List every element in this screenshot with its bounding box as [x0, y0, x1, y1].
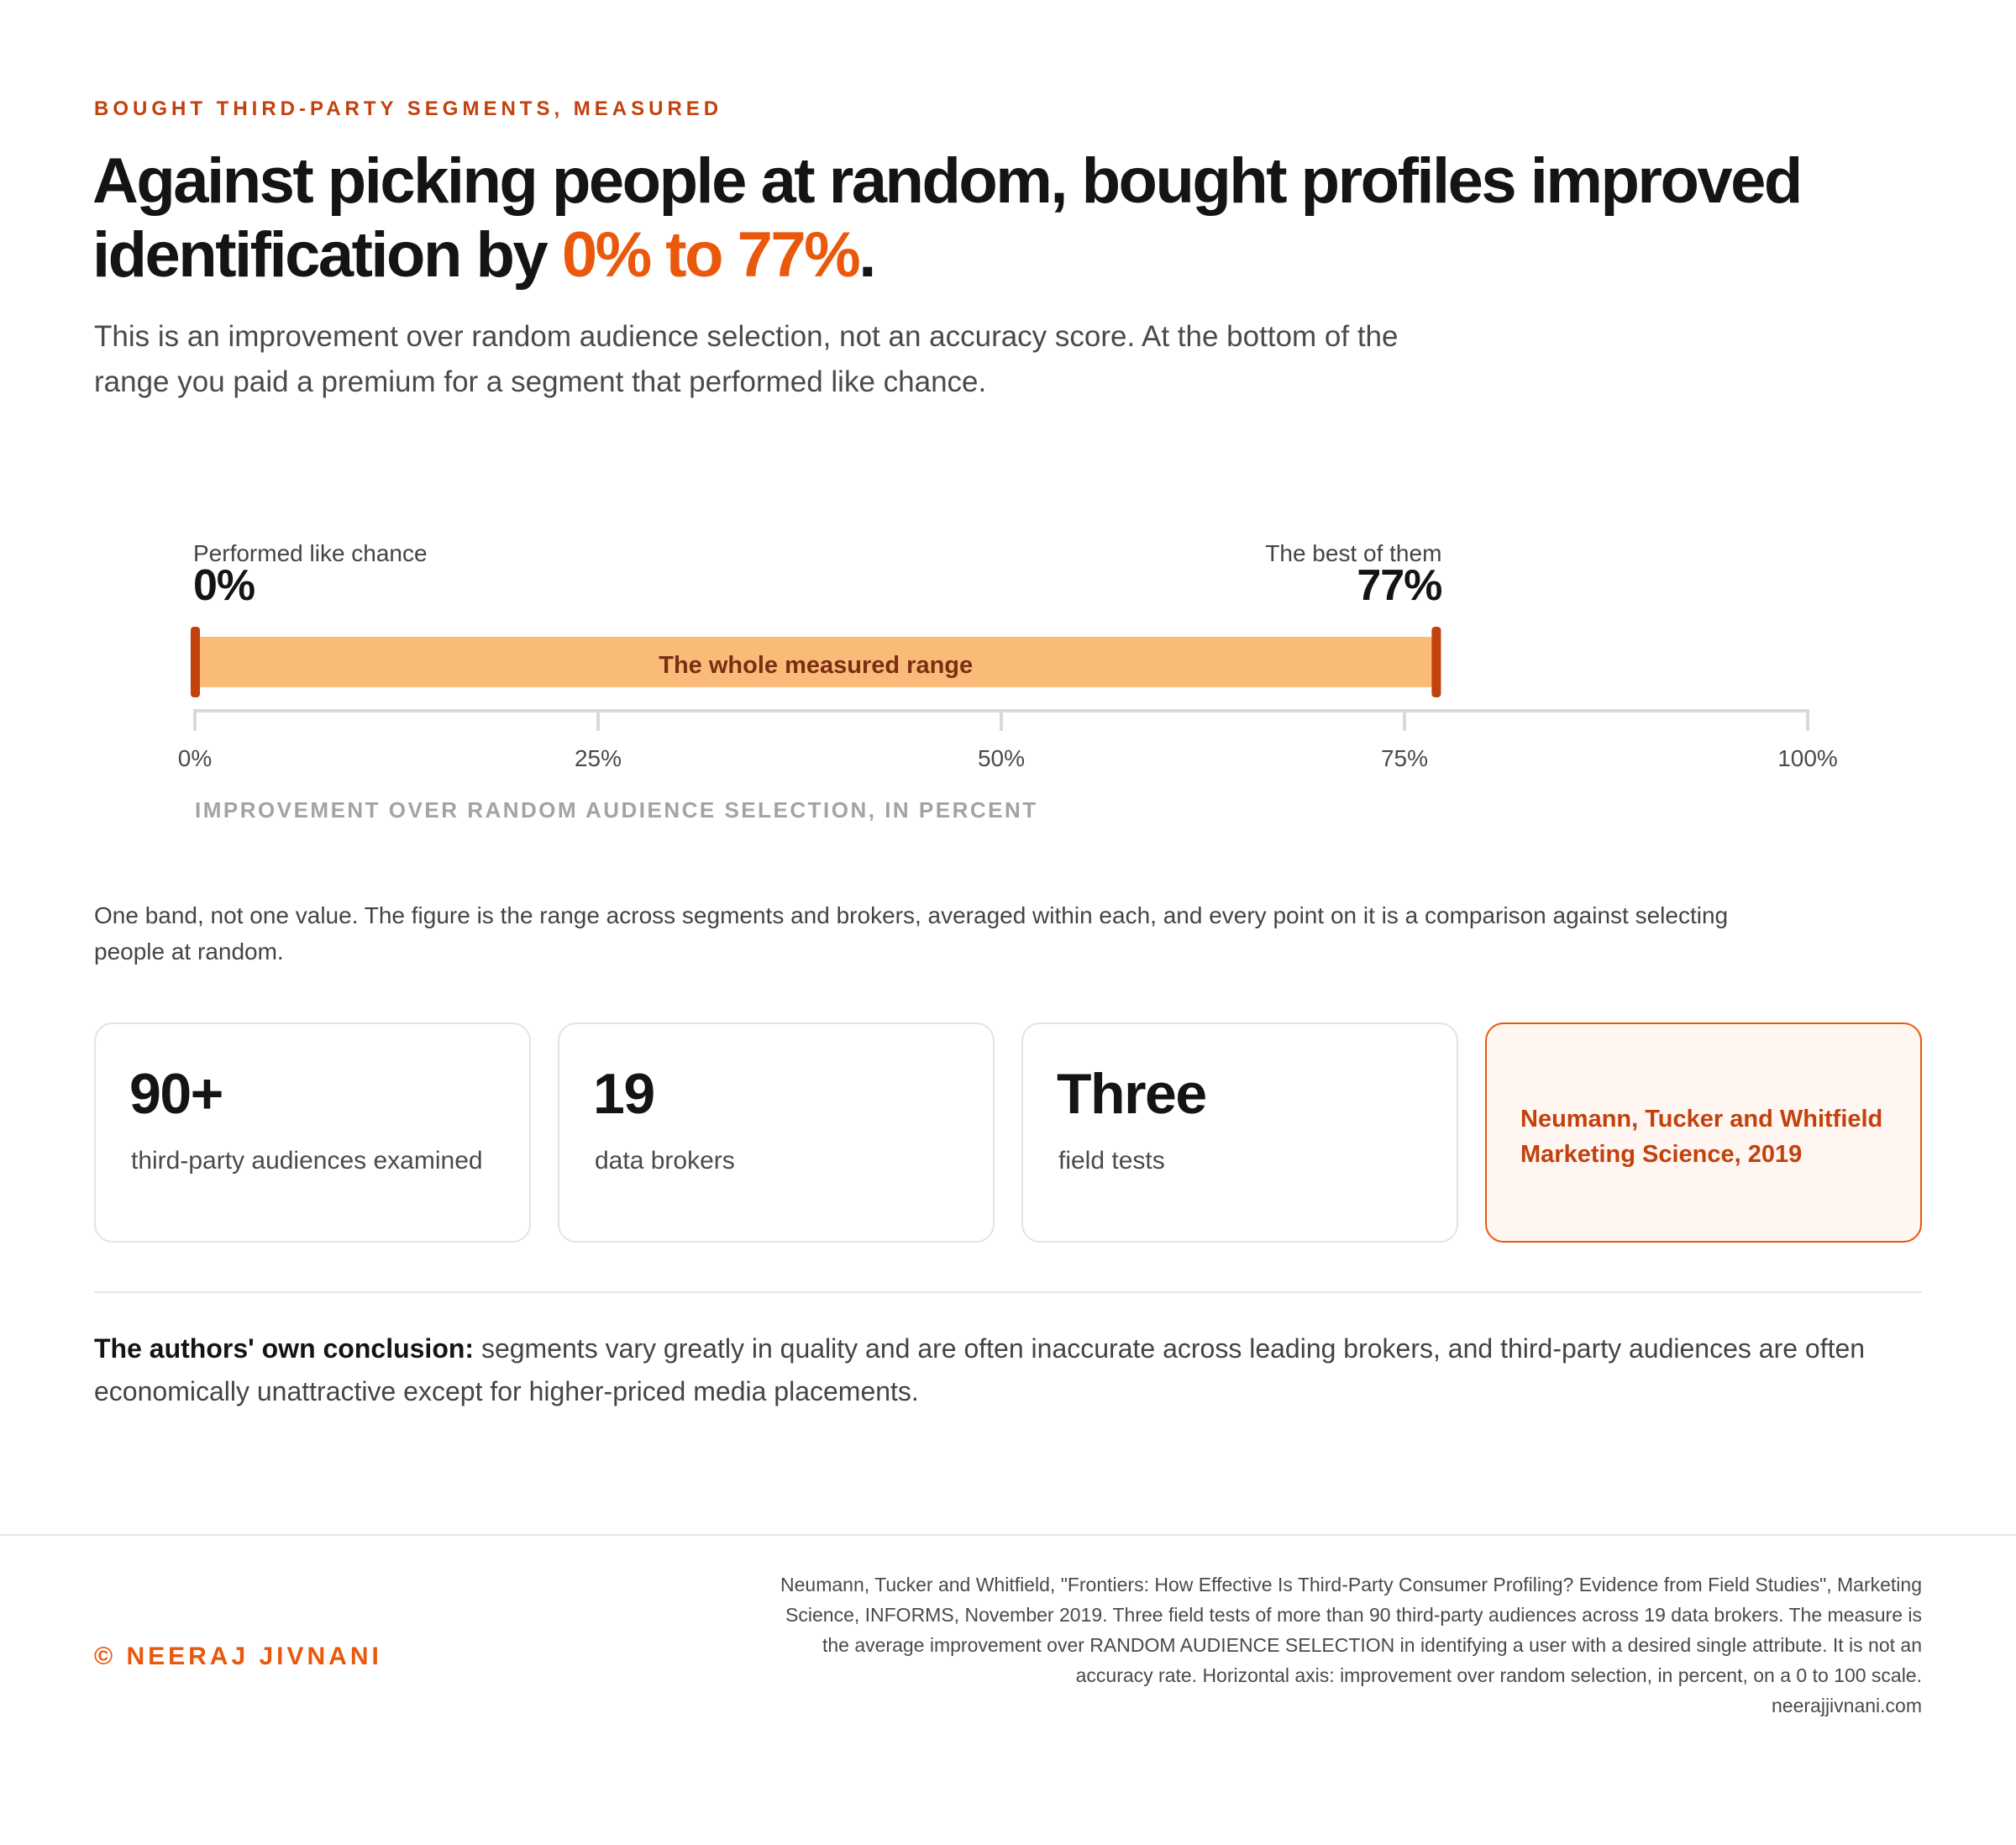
x-tick-label: 25% — [575, 745, 622, 771]
range-low-cap — [191, 627, 200, 697]
headline: Against picking people at random, bought… — [92, 145, 1940, 292]
range-high-value-label: 77% — [1357, 561, 1441, 610]
conclusion-text: segments vary greatly in quality and are… — [94, 1333, 1866, 1406]
range-high-caption: The best of them — [1265, 540, 1441, 566]
brand-mark: © NEERAJ JIVNANI — [94, 1643, 382, 1670]
range-band — [195, 637, 1437, 687]
stat-card-field-tests: Three field tests — [1021, 1022, 1458, 1243]
stat-label: third-party audiences examined — [131, 1147, 483, 1175]
x-axis-label: IMPROVEMENT OVER RANDOM AUDIENCE SELECTI… — [195, 797, 1038, 823]
footer-divider — [0, 1534, 2016, 1536]
citation-journal: Marketing Science, 2019 — [1520, 1141, 1803, 1168]
stat-card-brokers: 19 data brokers — [558, 1022, 995, 1243]
range-chart: The whole measured range Performed like c… — [178, 540, 1838, 823]
source-note: Neumann, Tucker and Whitfield, "Frontier… — [771, 1569, 1922, 1721]
headline-highlight: 0% to 77% — [561, 219, 861, 291]
range-low-value-label: 0% — [193, 561, 255, 610]
headline-text: Against picking people at random, bought… — [92, 145, 1803, 291]
headline-end: . — [858, 219, 876, 291]
range-band-label: The whole measured range — [659, 652, 973, 679]
stat-value: 90+ — [129, 1062, 223, 1126]
x-tick-label: 100% — [1777, 745, 1838, 771]
section-divider — [94, 1291, 1922, 1293]
source-text: Neumann, Tucker and Whitfield, "Frontier… — [780, 1574, 1922, 1686]
range-high-cap — [1431, 627, 1441, 697]
conclusion-lead: The authors' own conclusion: — [94, 1333, 475, 1364]
citation-text: Neumann, Tucker and Whitfield Marketing … — [1520, 1101, 1898, 1172]
x-tick-label: 75% — [1381, 745, 1428, 771]
stat-card-audiences: 90+ third-party audiences examined — [94, 1022, 531, 1243]
range-low-caption: Performed like chance — [193, 540, 428, 566]
x-tick-label: 0% — [178, 745, 212, 771]
eyebrow: BOUGHT THIRD-PARTY SEGMENTS, MEASURED — [94, 97, 723, 120]
chart-note: One band, not one value. The figure is t… — [94, 902, 1729, 965]
stat-label: field tests — [1058, 1147, 1165, 1175]
stat-value: 19 — [593, 1062, 655, 1126]
source-url: neerajjivnani.com — [1772, 1695, 1922, 1716]
citation-card: Neumann, Tucker and Whitfield Marketing … — [1485, 1022, 1922, 1243]
stat-label: data brokers — [595, 1147, 735, 1175]
citation-authors: Neumann, Tucker and Whitfield — [1520, 1106, 1883, 1133]
conclusion: The authors' own conclusion: segments va… — [94, 1327, 1925, 1413]
lede: This is an improvement over random audie… — [94, 320, 1399, 398]
stat-value: Three — [1057, 1062, 1207, 1126]
x-tick-label: 50% — [978, 745, 1025, 771]
